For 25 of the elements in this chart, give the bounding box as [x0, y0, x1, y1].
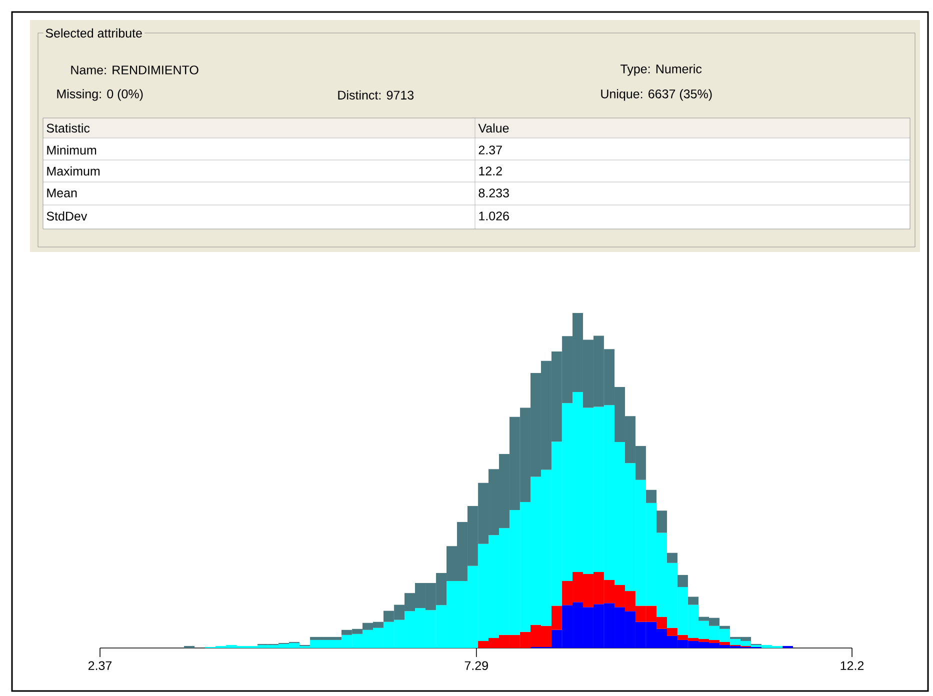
text: Missing: 0 (0%) — [57, 89, 143, 101]
text: StdDev — [46, 211, 88, 221]
text: Statistic — [46, 123, 90, 133]
text: Unique: 6637 (35%) — [601, 89, 712, 101]
x-tick-label: 7.29 — [464, 661, 488, 670]
text: Type: Numeric — [620, 64, 702, 76]
text: Mean — [47, 188, 77, 198]
text: 8.233 — [478, 188, 509, 198]
chart-title: Selected attribute — [46, 28, 142, 38]
bar — [677, 574, 688, 588]
bar — [719, 626, 730, 629]
x-tick-label: 12.2 — [840, 661, 864, 670]
text: Maximum — [47, 166, 100, 176]
text: 2.37 — [478, 146, 502, 154]
bar — [656, 510, 667, 533]
text: 12.2 — [479, 166, 502, 176]
bar — [688, 596, 699, 605]
text: 1.026 — [479, 212, 509, 220]
text: Value — [478, 123, 509, 133]
bar — [666, 552, 678, 563]
text: Distinct: 9713 — [338, 90, 414, 100]
text: Name: RENDIMIENTO — [71, 66, 198, 74]
x-tick-label: 2.37 — [88, 661, 112, 670]
text: Minimum — [47, 145, 96, 155]
bar — [646, 490, 657, 503]
